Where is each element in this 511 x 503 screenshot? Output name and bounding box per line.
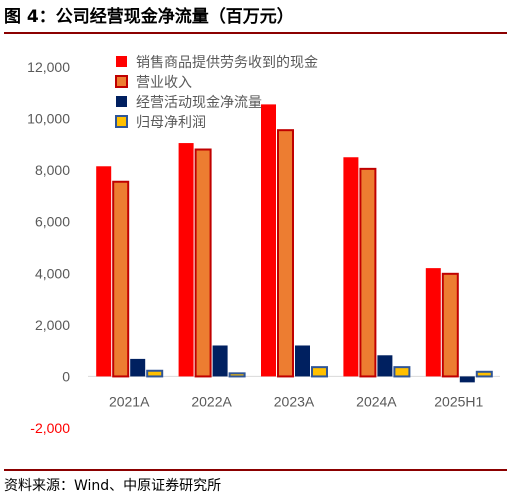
legend-label-4: 归母净利润 [136, 114, 206, 131]
bar-series-1-2023A [261, 104, 276, 377]
y-tick-label: 0 [62, 368, 70, 384]
x-tick-label: 2021A [109, 393, 150, 409]
bar-series-4-2025H1 [475, 370, 493, 378]
legend-swatch-2 [115, 75, 128, 88]
y-tick-label: 8,000 [35, 162, 70, 178]
y-tick-label: 10,000 [27, 111, 70, 127]
bar-series-1-2021A [96, 166, 112, 377]
bar-series-4-2023A [311, 366, 328, 378]
legend-label-2: 营业收入 [136, 75, 192, 91]
y-tick-label: 6,000 [35, 214, 70, 230]
footer-divider [4, 469, 507, 471]
bar-series-2-2022A [194, 148, 212, 378]
bar-series-2-2025H1 [441, 272, 459, 378]
y-tick-label: 2,000 [35, 317, 70, 333]
x-tick-label: 2023A [274, 393, 315, 409]
x-tick-label: 2022A [191, 393, 232, 409]
bar-series-4-2022A [228, 372, 246, 378]
legend-label-3: 经营活动现金净流量 [136, 95, 262, 111]
y-tick-label: 4,000 [35, 265, 70, 281]
bar-series-1-2024A [343, 157, 359, 377]
cash-flow-bar-chart: -2,000 0 2,000 4,000 6,000 8,000 10,000 12,000 2… [27, 55, 500, 436]
legend-swatch-4 [115, 115, 128, 128]
bar-series-3-2021A [130, 358, 146, 377]
bar-series-2-2024A [359, 167, 377, 378]
bar-series-2-2021A [112, 180, 130, 378]
x-tick-label: 2025H1 [434, 393, 483, 409]
bar-series-3-2022A [212, 345, 228, 377]
bar-series-3-2023A [295, 345, 310, 377]
bar-series-3-2025H1 [459, 376, 475, 383]
bar-series-4-2024A [393, 366, 411, 378]
y-tick-label: -2,000 [30, 420, 70, 436]
bar-series-4-2021A [146, 369, 164, 378]
source-note: 资料来源：Wind、中原证券研究所 [4, 478, 222, 494]
title-divider [4, 32, 507, 34]
bar-series-1-2022A [178, 143, 194, 377]
y-tick-label: 12,000 [27, 59, 70, 75]
x-tick-label: 2024A [356, 393, 397, 409]
bar-series-1-2025H1 [425, 268, 441, 377]
legend-label-1: 销售商品提供劳务收到的现金 [136, 55, 318, 71]
bar-series-2-2023A [277, 129, 294, 378]
figure-title: 图 4：公司经营现金净流量（百万元） [4, 7, 294, 27]
legend-swatch-1 [116, 56, 127, 67]
bar-series-3-2024A [377, 355, 393, 377]
legend-swatch-3 [116, 96, 127, 107]
